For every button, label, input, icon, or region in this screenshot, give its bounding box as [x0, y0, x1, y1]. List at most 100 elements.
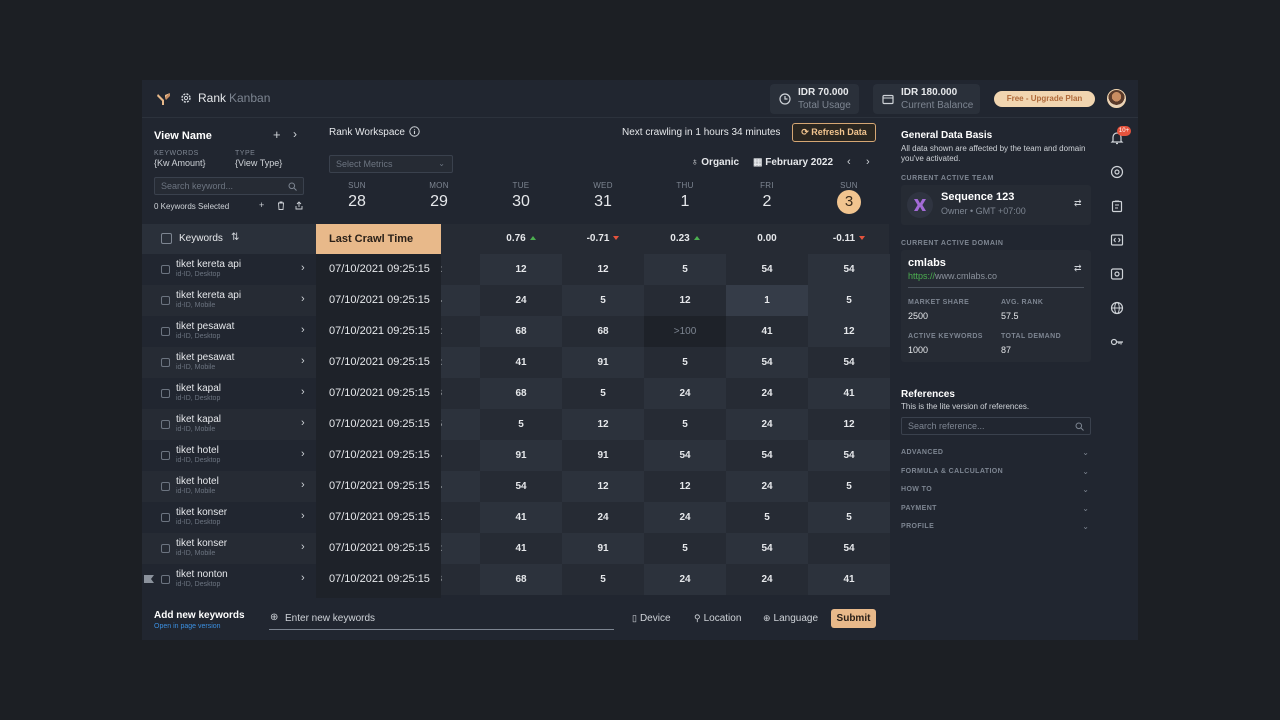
rank-cell[interactable]: 5: [562, 378, 644, 409]
rank-cell[interactable]: 5: [726, 502, 808, 533]
settings-gear-icon[interactable]: [180, 92, 192, 104]
day-header[interactable]: MON 29: [398, 181, 480, 211]
rank-cell[interactable]: 24: [726, 564, 808, 595]
rank-cell[interactable]: 41: [808, 564, 890, 595]
row-checkbox[interactable]: [161, 575, 170, 584]
row-checkbox[interactable]: [161, 265, 170, 274]
rank-cell[interactable]: 12: [644, 285, 726, 316]
day-header[interactable]: SUN 28: [316, 181, 398, 211]
rank-cell[interactable]: 54: [726, 440, 808, 471]
total-usage-box[interactable]: IDR 70.000 Total Usage: [770, 84, 859, 114]
rank-cell[interactable]: 5: [808, 502, 890, 533]
rank-cell[interactable]: 12: [562, 254, 644, 285]
tab-kanban[interactable]: Kanban: [229, 91, 271, 105]
row-checkbox[interactable]: [161, 327, 170, 336]
chevron-right-icon[interactable]: ›: [301, 324, 305, 336]
rank-cell[interactable]: 54: [726, 254, 808, 285]
keyword-row[interactable]: tiket konser id-ID, Mobile ›: [142, 533, 316, 564]
rank-cell[interactable]: 24: [644, 502, 726, 533]
keyword-row[interactable]: tiket kereta api id-ID, Mobile ›: [142, 285, 316, 316]
keyword-row[interactable]: tiket kapal id-ID, Mobile ›: [142, 409, 316, 440]
keyword-row[interactable]: tiket kapal id-ID, Desktop ›: [142, 378, 316, 409]
select-metrics-dropdown[interactable]: Select Metrics ⌄: [329, 155, 453, 173]
rank-cell[interactable]: 5: [562, 285, 644, 316]
info-icon[interactable]: [409, 126, 420, 137]
day-header[interactable]: THU 1: [644, 181, 726, 211]
rank-cell[interactable]: 41: [480, 502, 562, 533]
rank-cell[interactable]: 54: [808, 254, 890, 285]
next-month-icon[interactable]: ›: [866, 156, 870, 168]
accordion-item[interactable]: ADVANCED ⌄: [901, 448, 1091, 461]
rank-cell[interactable]: 68: [562, 316, 644, 347]
chevron-right-icon[interactable]: ›: [301, 541, 305, 553]
rank-cell[interactable]: 12: [644, 471, 726, 502]
refresh-data-button[interactable]: ⟳ Refresh Data: [792, 123, 876, 142]
open-page-version-link[interactable]: Open in page version: [154, 623, 221, 630]
accordion-item[interactable]: PAYMENT ⌄: [901, 504, 1091, 517]
accordion-item[interactable]: HOW TO ⌄: [901, 485, 1091, 498]
rank-cell[interactable]: 24: [726, 471, 808, 502]
add-view-icon[interactable]: +: [273, 127, 281, 142]
switch-domain-icon[interactable]: ⇄: [1074, 263, 1082, 273]
export-icon[interactable]: [295, 201, 303, 210]
domain-url[interactable]: https://www.cmlabs.co: [908, 271, 997, 281]
keyword-row[interactable]: tiket pesawat id-ID, Mobile ›: [142, 347, 316, 378]
rank-cell[interactable]: 54: [808, 347, 890, 378]
rank-cell[interactable]: 12: [562, 471, 644, 502]
row-checkbox[interactable]: [161, 482, 170, 491]
rank-cell[interactable]: 5: [644, 533, 726, 564]
row-checkbox[interactable]: [161, 420, 170, 429]
rank-cell[interactable]: 12: [808, 409, 890, 440]
chevron-right-icon[interactable]: ›: [301, 448, 305, 460]
chevron-right-icon[interactable]: ›: [301, 572, 305, 584]
accordion-item[interactable]: FORMULA & CALCULATION ⌄: [901, 467, 1091, 480]
rank-cell[interactable]: 41: [480, 347, 562, 378]
row-checkbox[interactable]: [161, 358, 170, 367]
rank-cell[interactable]: 24: [644, 564, 726, 595]
rank-cell[interactable]: 5: [562, 564, 644, 595]
rank-cell[interactable]: 41: [726, 316, 808, 347]
rank-cell[interactable]: 5: [644, 409, 726, 440]
page-title[interactable]: Rank: [198, 91, 227, 105]
rank-cell[interactable]: >100: [644, 316, 726, 347]
day-header[interactable]: FRI 2: [726, 181, 808, 211]
globe-icon[interactable]: [1110, 301, 1124, 315]
device-option[interactable]: ▯ Device: [632, 613, 671, 624]
organic-filter[interactable]: ♁ Organic: [691, 157, 739, 168]
rank-cell[interactable]: 5: [480, 409, 562, 440]
rank-cell[interactable]: 54: [808, 440, 890, 471]
chevron-right-icon[interactable]: ›: [301, 510, 305, 522]
keyword-row[interactable]: tiket pesawat id-ID, Desktop ›: [142, 316, 316, 347]
key-icon[interactable]: [1110, 335, 1124, 349]
keyword-row[interactable]: tiket hotel id-ID, Mobile ›: [142, 471, 316, 502]
row-checkbox[interactable]: [161, 389, 170, 398]
rank-cell[interactable]: 54: [644, 440, 726, 471]
sort-icon[interactable]: ⇅: [231, 232, 240, 243]
rank-cell[interactable]: 1: [726, 285, 808, 316]
user-avatar[interactable]: [1107, 89, 1126, 108]
rank-cell[interactable]: 5: [644, 347, 726, 378]
chevron-right-icon[interactable]: ›: [293, 127, 297, 141]
current-balance-box[interactable]: IDR 180.000 Current Balance: [873, 84, 980, 114]
eye-monitor-icon[interactable]: [1110, 267, 1124, 281]
rank-cell[interactable]: 5: [808, 285, 890, 316]
location-option[interactable]: ⚲ Location: [694, 613, 741, 624]
keyword-row[interactable]: tiket nonton id-ID, Desktop ›: [142, 564, 316, 595]
rank-cell[interactable]: 24: [644, 378, 726, 409]
rank-cell[interactable]: 68: [480, 316, 562, 347]
rank-cell[interactable]: 68: [480, 378, 562, 409]
rank-cell[interactable]: 24: [726, 378, 808, 409]
clipboard-icon[interactable]: [1110, 199, 1124, 213]
row-checkbox[interactable]: [161, 544, 170, 553]
trash-icon[interactable]: [277, 201, 285, 210]
rank-cell[interactable]: 12: [562, 409, 644, 440]
switch-team-icon[interactable]: ⇄: [1074, 198, 1082, 208]
day-header[interactable]: SUN 3: [808, 181, 890, 214]
rank-cell[interactable]: 5: [808, 471, 890, 502]
sync-target-icon[interactable]: [1110, 165, 1124, 179]
rank-cell[interactable]: 54: [726, 533, 808, 564]
upgrade-plan-button[interactable]: Free - Upgrade Plan: [994, 91, 1095, 107]
submit-button[interactable]: Submit: [831, 609, 876, 628]
new-keyword-input[interactable]: ⊕ Enter new keywords: [269, 611, 614, 630]
day-header[interactable]: WED 31: [562, 181, 644, 211]
